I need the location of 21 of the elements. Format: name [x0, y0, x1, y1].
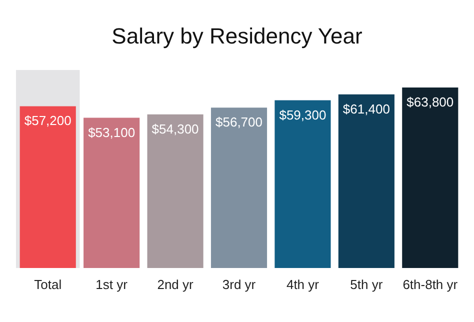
data-label: $61,400 [342, 101, 390, 116]
chart-title: Salary by Residency Year [112, 24, 362, 48]
bar [210, 108, 268, 268]
x-tick-label: 6th-8th yr [402, 277, 458, 292]
bar [84, 118, 140, 268]
x-tick-label: 2nd yr [157, 277, 194, 292]
data-label: $56,700 [216, 114, 262, 130]
data-label: $59,300 [279, 107, 326, 122]
data-label: $63,800 [406, 94, 454, 110]
data-label: $53,100 [88, 124, 136, 140]
data-label: $57,200 [24, 113, 72, 128]
x-tick-label: Total [34, 277, 62, 292]
bar [274, 100, 331, 268]
bar [338, 94, 394, 268]
bar [147, 114, 204, 268]
x-tick-label: 4th yr [286, 277, 320, 292]
x-tick-label: 5th yr [350, 277, 384, 292]
bar [402, 88, 458, 268]
x-tick-label: 3rd yr [222, 277, 256, 292]
data-label: $54,300 [152, 121, 199, 136]
x-tick-label: 1st yr [96, 277, 128, 292]
